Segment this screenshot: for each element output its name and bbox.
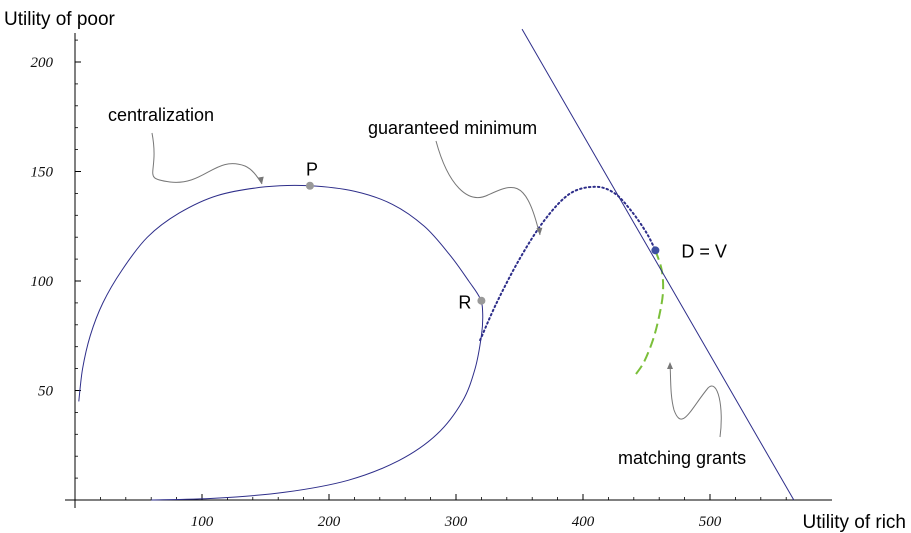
x-tick-label: 100 [191,514,214,530]
arrowhead-icon [257,176,264,184]
guaranteed-minimum-arrow [435,140,541,236]
guaranteed-minimum-curve [479,185,657,342]
annotation-label: centralization [108,105,214,125]
matching-grants-arrow [669,363,722,438]
point-marker [305,181,314,190]
point-marker [651,246,660,255]
point-label: P [306,160,318,180]
axes: 100 200 300 400 500 50 100 150 200 [31,33,832,530]
curves [78,28,795,501]
y-tick-label: 100 [31,274,54,290]
x-tick-label: 400 [572,514,595,530]
matching-grants-curve [634,249,665,376]
arrowhead-icon [536,227,543,235]
centralization-arrow [151,132,263,185]
annotation-label: matching grants [618,448,746,468]
y-tick-label: 200 [31,55,54,71]
budget-line [521,28,795,501]
labels: centralization guaranteed minimum matching… [108,105,746,468]
centralization-curve [78,184,484,501]
y-tick-label: 50 [38,384,54,400]
x-tick-label: 200 [318,514,341,530]
point-marker [477,296,486,305]
x-tick-label: 300 [444,514,468,530]
x-axis-title: Utility of rich [803,512,906,533]
annotation-arrows [151,132,722,438]
x-tick-label: 500 [699,514,722,530]
y-tick-label: 150 [31,165,54,181]
point-label: R [458,293,471,313]
annotation-label: guaranteed minimum [368,118,537,138]
point-label: D = V [681,241,727,261]
arrowhead-icon [667,362,673,369]
y-axis-title: Utility of poor [4,9,116,30]
